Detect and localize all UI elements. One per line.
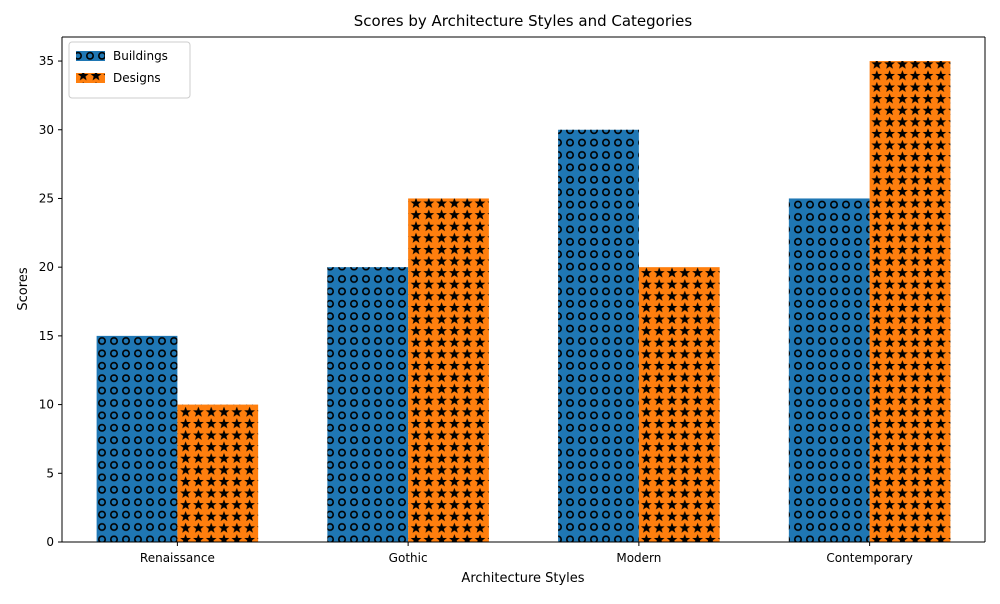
x-axis-label: Architecture Styles xyxy=(461,571,584,586)
legend-swatch-hatch xyxy=(76,51,105,61)
x-tick-label: Gothic xyxy=(389,551,428,565)
x-tick-label: Modern xyxy=(616,551,661,565)
bar-buildings-2 xyxy=(558,129,639,542)
chart-title: Scores by Architecture Styles and Catego… xyxy=(354,12,693,30)
bar-hatch xyxy=(408,198,489,542)
y-axis-label: Scores xyxy=(16,267,31,310)
bar-designs-3 xyxy=(869,61,951,543)
bars-layer xyxy=(96,61,951,543)
bar-hatch xyxy=(177,404,259,542)
bar-designs-2 xyxy=(638,267,720,542)
axes-layer xyxy=(61,36,986,543)
legend-swatch-hatch xyxy=(76,73,105,83)
y-tick-label: 0 xyxy=(46,535,54,549)
bar-designs-1 xyxy=(408,198,489,542)
x-tick-label: Contemporary xyxy=(826,551,912,565)
bar-hatch xyxy=(558,129,639,542)
y-tick-label: 35 xyxy=(39,54,54,68)
bar-hatch xyxy=(96,335,178,542)
bar-hatch xyxy=(869,61,951,543)
y-tick-label: 20 xyxy=(39,260,54,274)
y-tick-label: 30 xyxy=(39,123,54,137)
bar-hatch xyxy=(788,198,870,542)
bar-buildings-3 xyxy=(788,198,870,542)
bar-hatch xyxy=(638,267,720,542)
legend-item-buildings: Buildings xyxy=(76,49,168,63)
bar-designs-0 xyxy=(177,404,259,542)
bar-buildings-1 xyxy=(327,267,409,542)
ticks-layer: 0 5 10 15 20 25 30 35 Renaissance Gothic Modern Con… xyxy=(39,54,913,565)
legend: Buildings Designs xyxy=(68,41,191,99)
y-tick-label: 10 xyxy=(39,398,54,412)
bar-hatch xyxy=(327,267,409,542)
legend-item-designs: Designs xyxy=(76,71,161,85)
bar-buildings-0 xyxy=(96,335,178,542)
legend-label: Buildings xyxy=(113,49,168,63)
legend-label: Designs xyxy=(113,71,161,85)
y-tick-label: 5 xyxy=(46,466,54,480)
y-tick-label: 15 xyxy=(39,329,54,343)
y-tick-label: 25 xyxy=(39,191,54,205)
x-tick-label: Renaissance xyxy=(140,551,215,565)
